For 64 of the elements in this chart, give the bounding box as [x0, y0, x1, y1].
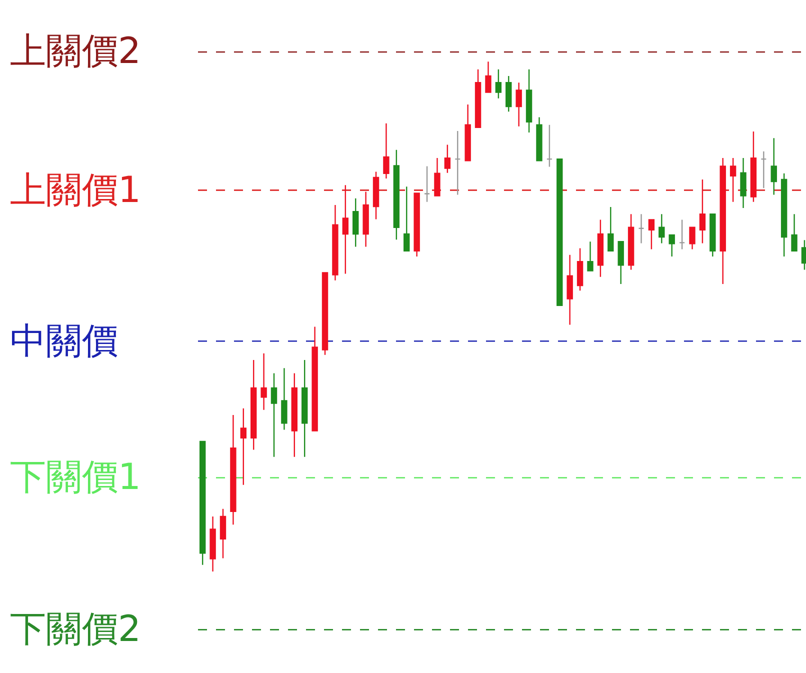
- candlestick: [260, 352, 267, 411]
- ref-line-label: 上關價2: [10, 31, 141, 72]
- candlestick: [291, 372, 298, 458]
- candlestick: [648, 219, 655, 250]
- ref-line-label: 下關價2: [10, 609, 141, 650]
- candlestick: [424, 166, 430, 202]
- candlestick: [362, 191, 369, 248]
- candlestick: [740, 157, 746, 209]
- candlestick: [689, 226, 696, 250]
- candlestick: [638, 214, 644, 244]
- candlestick: [230, 414, 236, 526]
- candlestick: [495, 68, 502, 99]
- candlestick: [474, 68, 482, 128]
- candlestick: [454, 130, 461, 196]
- candlestick: [658, 214, 665, 244]
- candlestick: [710, 214, 716, 258]
- candlestick: [526, 68, 532, 134]
- candlestick: [730, 157, 736, 202]
- candlestick: [678, 219, 686, 250]
- candlestick: [760, 150, 767, 189]
- candlestick: [780, 172, 788, 258]
- candlestick: [770, 138, 777, 196]
- candlestick: [414, 192, 420, 258]
- candlestick: [464, 104, 471, 162]
- candlestick: [597, 219, 604, 278]
- candlestick: [240, 408, 246, 486]
- candlestick: [536, 116, 542, 162]
- candlestick: [199, 440, 206, 566]
- candlestick: [608, 206, 614, 252]
- candlestick: [342, 184, 349, 274]
- candlestick: [434, 157, 440, 196]
- candlestick: [576, 248, 584, 292]
- candlestick: [444, 144, 451, 174]
- candlestick: [270, 372, 278, 458]
- candlestick: [791, 214, 798, 252]
- candlestick: [566, 254, 573, 326]
- candlestick: [250, 359, 257, 450]
- ref-line-label: 上關價1: [10, 170, 141, 211]
- candlestick: [750, 130, 757, 202]
- candlestick: [516, 82, 522, 128]
- candlestick: [668, 234, 675, 258]
- candlestick: [506, 75, 512, 112]
- candlestick: [322, 272, 328, 356]
- candlestick: [393, 149, 400, 240]
- candlestick: [383, 122, 390, 180]
- candlestick: [302, 359, 308, 458]
- candlestick: [372, 171, 380, 220]
- ref-line-label: 下關價1: [10, 457, 141, 498]
- candlestick: [332, 204, 338, 282]
- ref-line-label: 中關價: [10, 321, 118, 362]
- candlestick: [485, 61, 492, 93]
- candlestick: [546, 124, 553, 168]
- candlestick: [352, 198, 359, 248]
- candlestick: [312, 326, 318, 432]
- candlestick: [210, 516, 216, 572]
- candlestick: [628, 214, 634, 270]
- candlestick: [556, 158, 563, 306]
- candlestick: [220, 508, 226, 559]
- candlestick: [720, 157, 726, 285]
- candlestick: [699, 178, 706, 244]
- candlestick: [587, 241, 594, 272]
- candlestick: [281, 368, 288, 430]
- candlestick: [404, 186, 410, 252]
- candlestick: [618, 241, 624, 285]
